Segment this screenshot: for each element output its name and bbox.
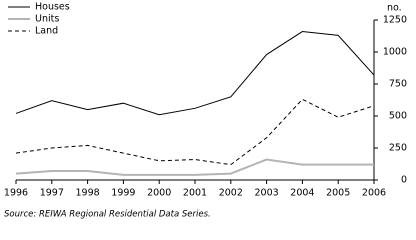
- y-tick-label: 750: [389, 79, 407, 90]
- x-tick-label: 1997: [40, 188, 64, 199]
- y-tick-label: 1250: [383, 15, 407, 26]
- y-tick-label: 500: [389, 111, 407, 122]
- x-tick-label: 2003: [255, 188, 279, 199]
- series-line: [15, 31, 375, 116]
- x-tick-label: 2001: [183, 188, 207, 199]
- x-tick-label: 2000: [147, 188, 171, 199]
- x-tick-label: 2002: [219, 188, 243, 199]
- x-tick-label: 2005: [326, 188, 350, 199]
- series-line: [15, 98, 375, 166]
- legend-label: Units: [35, 14, 59, 25]
- chart: no. Source: REIWA Regional Residential D…: [4, 2, 407, 220]
- x-tick-label: 1996: [4, 188, 28, 199]
- y-axis-label: no.: [387, 3, 402, 14]
- y-tick-label: 250: [389, 143, 407, 154]
- series-line: [15, 158, 374, 176]
- y-tick-label: 0: [401, 175, 407, 186]
- y-tick-label: 1000: [383, 47, 407, 58]
- legend-label: Land: [35, 26, 58, 37]
- legend-label: Houses: [35, 2, 70, 13]
- source-note: Source: REIWA Regional Residential Data …: [4, 210, 211, 220]
- x-tick-label: 1999: [111, 188, 135, 199]
- x-tick-label: 1998: [76, 188, 100, 199]
- x-tick-label: 2004: [290, 188, 314, 199]
- x-tick-label: 2006: [362, 188, 386, 199]
